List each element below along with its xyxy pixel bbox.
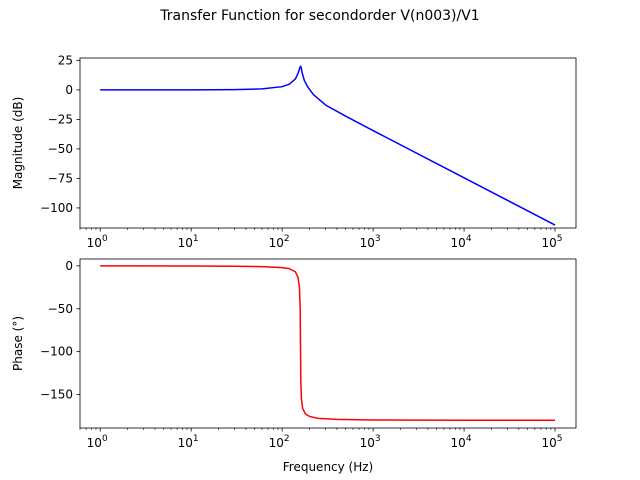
phase-x-axis-label: Frequency (Hz): [283, 460, 374, 474]
phase-y-tick-label: 0: [65, 259, 73, 273]
magnitude-x-tick-label: 101: [178, 234, 199, 250]
magnitude-y-tick-label: −100: [40, 201, 73, 215]
phase-x-tick-label: 101: [178, 434, 199, 450]
magnitude-axes: 100 101 102 103 104 105 25 0 −25 −50 −75 −100 Magnit…: [11, 53, 577, 250]
phase-axes: 100 101 102 103 104 105 0 −50 −100 −150 Phase (°) F…: [11, 258, 577, 474]
phase-x-tick-label: 104: [451, 434, 472, 450]
magnitude-x-tick-label: 104: [451, 234, 472, 250]
phase-x-tick-label: 103: [360, 434, 381, 450]
phase-y-axis-label: Phase (°): [11, 316, 25, 371]
magnitude-y-tick-label: 0: [65, 83, 73, 97]
phase-y-tick-label: −100: [40, 345, 73, 359]
magnitude-y-axis-label: Magnitude (dB): [11, 97, 25, 190]
magnitude-series-line: [100, 65, 556, 226]
magnitude-y-tick-label: 25: [58, 53, 73, 67]
magnitude-y-tick-label: −25: [48, 112, 73, 126]
magnitude-x-tick-label: 105: [542, 234, 563, 250]
phase-axes-frame: [79, 258, 577, 429]
phase-x-tick-label: 100: [87, 434, 108, 450]
magnitude-x-tick-label: 103: [360, 234, 381, 250]
magnitude-x-tick-label: 100: [87, 234, 108, 250]
magnitude-y-tick-label: −75: [48, 171, 73, 185]
magnitude-x-tick-label: 102: [269, 234, 290, 250]
phase-y-tick-label: −150: [40, 388, 73, 402]
figure-title: Transfer Function for secondorder V(n003…: [160, 8, 480, 24]
phase-x-tick-label: 102: [269, 434, 290, 450]
phase-y-tick-label: −50: [48, 302, 73, 316]
phase-series-line: [100, 265, 556, 422]
magnitude-y-tick-label: −50: [48, 142, 73, 156]
phase-x-tick-label: 105: [542, 434, 563, 450]
magnitude-axes-frame: [79, 57, 577, 229]
